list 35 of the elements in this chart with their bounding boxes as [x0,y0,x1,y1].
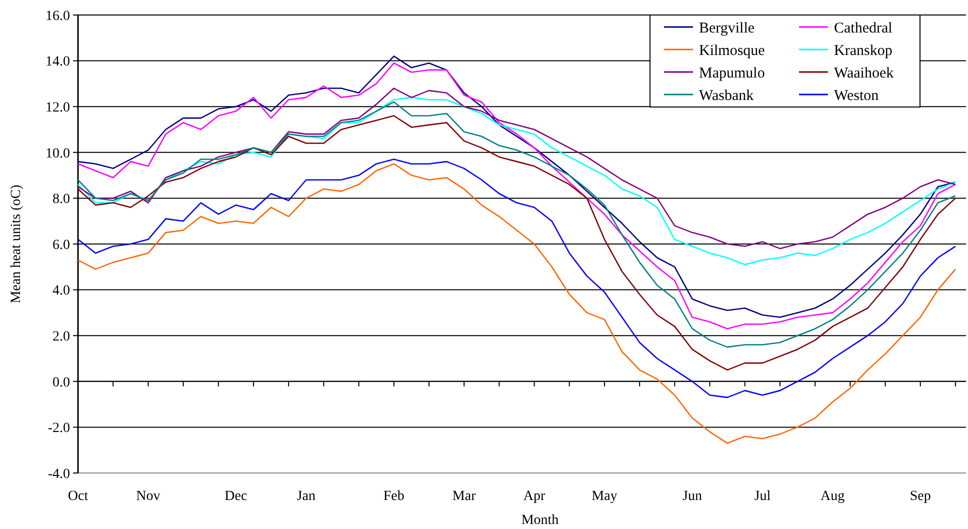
legend-label: Waaihoek [834,65,894,82]
x-tick-label: Aug [820,489,845,504]
x-tick-label: Dec [224,489,248,504]
x-tick-label: Apr [523,489,546,504]
y-tick-label: -2.0 [48,421,70,436]
x-tick-label: Jan [296,489,316,504]
y-tick-label: 14.0 [46,54,70,70]
legend-label: Weston [834,88,880,104]
legend-label: Wasbank [699,88,754,104]
y-tick-label: 2.0 [52,330,70,344]
y-tick-label: 8.0 [52,192,70,208]
y-tick-label: 10.0 [46,146,70,162]
x-tick-label: Oct [68,489,88,504]
x-tick-label: Mar [452,489,476,504]
legend-label: Cathedral [834,20,892,36]
x-axis-title: Month [521,513,559,528]
x-tick-label: Jul [754,489,771,504]
legend-label: Kilmosque [699,42,766,59]
x-tick-label: May [592,489,618,504]
x-tick-label: Feb [383,489,404,504]
line-series [77,158,956,398]
y-axis-title: Mean heat units (oC) [9,184,24,304]
legend-label: Bergville [699,20,755,36]
y-tick-label: 16.0 [46,8,70,24]
y-tick-label: 4.0 [52,284,70,299]
x-tick-label: Jun [682,489,702,504]
legend-label: Kranskop [834,42,892,59]
y-tick-label: 6.0 [52,238,70,253]
legend-label: Mapumulo [699,65,765,82]
x-tick-label: Nov [136,489,160,504]
y-tick-label: -4.0 [48,466,70,482]
x-tick-label: Sep [910,489,931,504]
line-series [77,163,956,444]
y-tick-label: 0.0 [52,375,70,390]
y-tick-label: 12.0 [46,100,70,116]
